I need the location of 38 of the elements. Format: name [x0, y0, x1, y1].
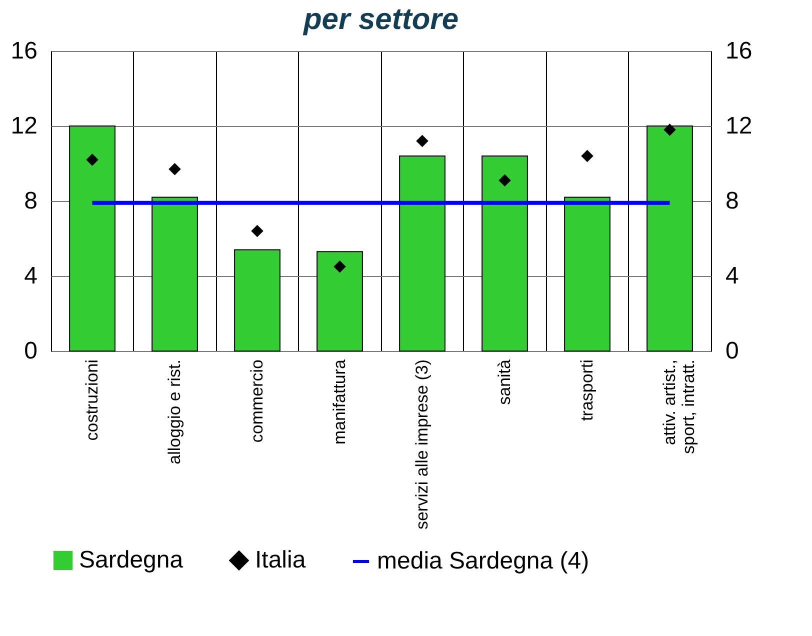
legend-label: Italia	[255, 546, 306, 574]
y2-tick-label: 4	[726, 262, 739, 290]
point	[251, 224, 264, 238]
x-tick-label: costruzioni	[82, 360, 102, 441]
x-tick-label: servizi alle imprese (3)	[412, 360, 432, 530]
y-tick-label: 16	[10, 38, 38, 64]
y-tick-label: 4	[24, 262, 38, 290]
y2-tick-label: 8	[726, 188, 739, 214]
y-tick-label: 0	[24, 338, 38, 364]
bar	[152, 196, 198, 352]
x-tick-label: manifattura	[330, 358, 349, 445]
legend-label: Sardegna	[79, 546, 184, 574]
point	[416, 134, 428, 148]
chart-title: per settore	[302, 3, 459, 36]
legend-label: media Sardegna (4)	[377, 548, 590, 574]
bar	[564, 196, 610, 352]
point	[86, 154, 98, 166]
x-tick-label: alloggio e rist.	[164, 360, 184, 464]
point	[664, 124, 676, 136]
bar	[69, 126, 116, 352]
point	[168, 163, 181, 176]
x-tick-label: attiv. artist., sport, intratt.	[660, 360, 698, 454]
y-tick-label: 8	[24, 188, 38, 214]
bar	[482, 156, 528, 352]
bar	[316, 251, 363, 352]
y2-tick-label: 16	[726, 38, 752, 64]
point	[581, 150, 594, 162]
y-tick-label: 12	[10, 112, 38, 140]
bar	[399, 156, 446, 352]
x-tick-label: commercio	[247, 360, 266, 443]
bar	[646, 126, 693, 352]
point	[334, 260, 346, 273]
y2-tick-label: 12	[726, 112, 752, 140]
y2-tick-label: 0	[726, 338, 739, 364]
bar	[234, 249, 280, 352]
x-tick-label: sanità	[494, 358, 514, 405]
x-tick-label: trasporti	[577, 360, 596, 421]
point	[498, 174, 511, 186]
